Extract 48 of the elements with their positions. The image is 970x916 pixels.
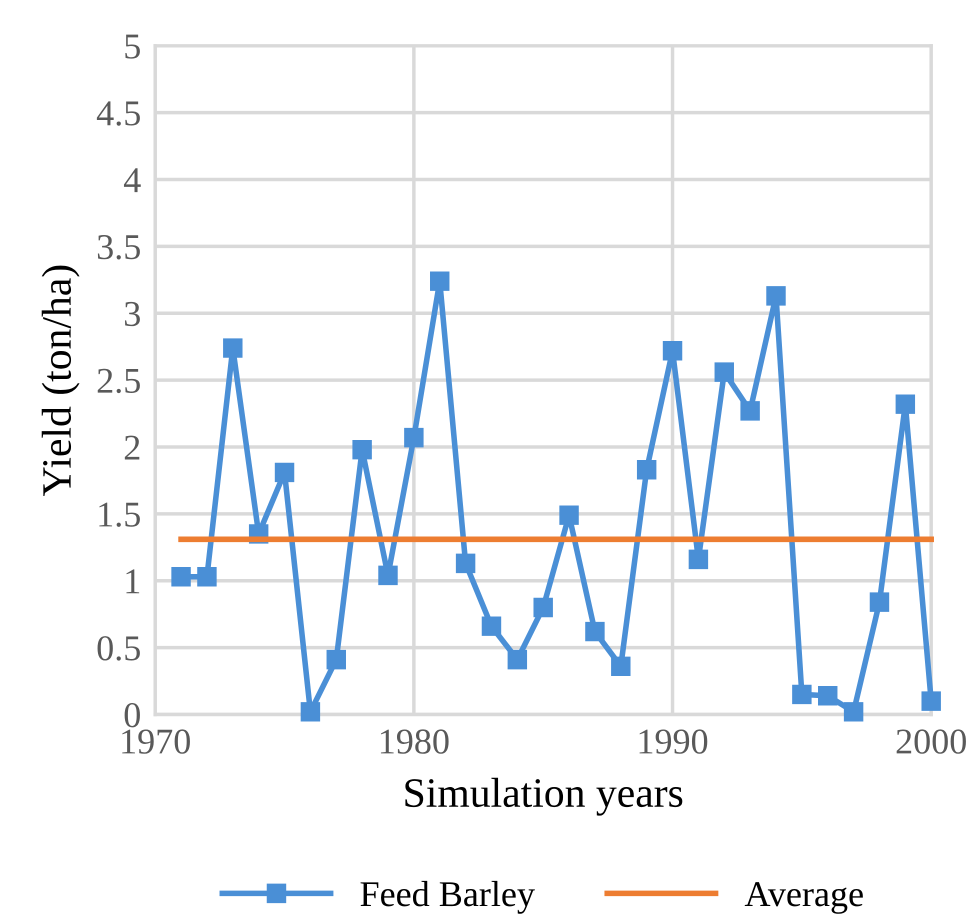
point xyxy=(482,616,502,636)
point xyxy=(197,567,217,586)
y-tick-label: 0 xyxy=(124,702,140,728)
y-tick-label: 3 xyxy=(124,302,140,326)
x-tick-label: 1990 xyxy=(640,729,708,754)
y-axis-title: Yield (ton/ha) xyxy=(42,266,80,496)
point xyxy=(921,691,941,711)
point xyxy=(818,686,838,706)
point xyxy=(766,286,786,306)
y-tick-label: 0.5 xyxy=(98,636,140,661)
point xyxy=(870,592,890,612)
y-tick-label: 5 xyxy=(125,34,140,59)
point xyxy=(352,440,372,460)
point xyxy=(378,566,398,586)
y-tick-label: 2 xyxy=(124,436,140,460)
point xyxy=(326,650,346,670)
point xyxy=(740,401,760,421)
point xyxy=(274,462,294,482)
x-tick-label: 1980 xyxy=(380,729,449,754)
y-tick-label: 2.5 xyxy=(98,368,140,394)
point xyxy=(300,702,320,722)
x-axis-title: Simulation years xyxy=(405,778,682,816)
point xyxy=(456,554,476,574)
point xyxy=(636,460,656,480)
point xyxy=(611,656,631,676)
legend-label: Feed Barley xyxy=(360,880,535,914)
point xyxy=(430,271,450,291)
point xyxy=(896,394,916,414)
y-tick-label: 4.5 xyxy=(96,101,140,126)
y-tick-label: 4 xyxy=(124,168,141,192)
point xyxy=(171,567,191,586)
y-tick-label: 3.5 xyxy=(98,235,140,260)
point xyxy=(844,702,864,722)
point xyxy=(404,428,424,448)
point xyxy=(688,550,708,570)
point xyxy=(533,598,553,618)
point xyxy=(662,340,682,360)
point xyxy=(508,650,528,670)
point xyxy=(559,505,579,525)
point xyxy=(223,338,243,358)
point xyxy=(792,684,812,704)
x-tick-label: 1970 xyxy=(122,729,190,754)
legend-label: Average xyxy=(744,882,863,914)
point xyxy=(714,362,734,382)
y-tick-label: 1 xyxy=(126,569,140,594)
point xyxy=(585,622,605,642)
y-tick-label: 1.5 xyxy=(99,502,140,527)
x-tick-label: 2000 xyxy=(896,729,966,754)
